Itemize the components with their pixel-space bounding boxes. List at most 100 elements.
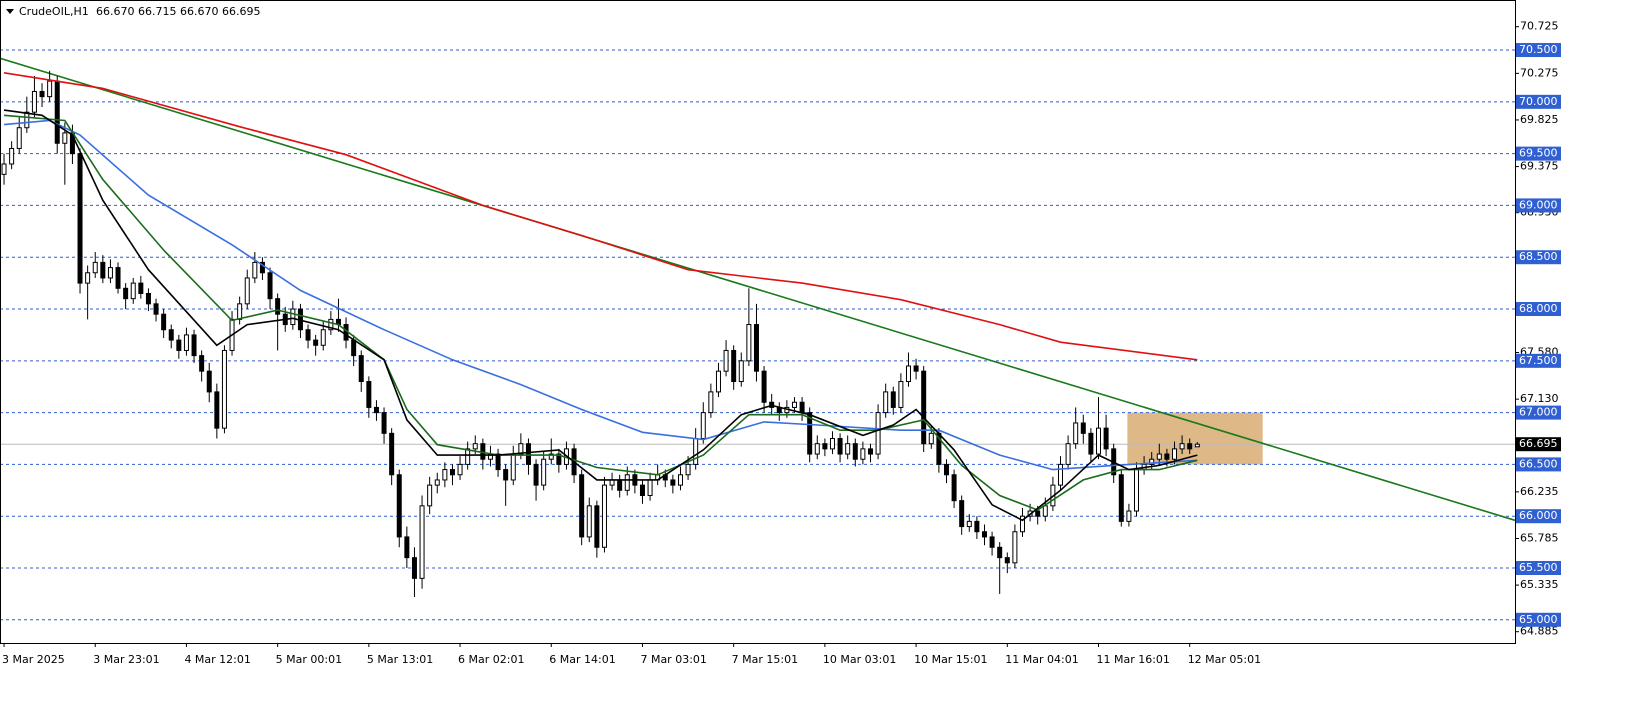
candle-body xyxy=(1012,531,1018,564)
candle-body xyxy=(677,474,683,486)
candle-body xyxy=(852,443,858,460)
candle-body xyxy=(685,463,691,476)
candle-body xyxy=(738,360,744,383)
level-label-box xyxy=(1516,94,1561,109)
candle-body xyxy=(206,370,212,393)
candle-body xyxy=(503,469,509,481)
candle-body xyxy=(814,443,820,455)
candle-body xyxy=(1126,510,1132,522)
candle-body xyxy=(31,90,37,113)
candle-body xyxy=(1187,443,1193,450)
level-label-box xyxy=(1516,302,1561,317)
level-label-box xyxy=(1516,250,1561,265)
candle-body xyxy=(921,370,927,445)
candle-body xyxy=(883,391,889,414)
candle-body xyxy=(1042,505,1048,517)
candle-body xyxy=(389,432,395,476)
x-tick-label: 5 Mar 13:01 xyxy=(367,653,433,666)
x-tick-label: 4 Mar 12:01 xyxy=(184,653,250,666)
candle-body xyxy=(161,313,167,331)
y-tick-label: 69.825 xyxy=(1520,113,1559,126)
candle-body xyxy=(905,365,911,383)
candle-body xyxy=(1,163,7,175)
candle-body xyxy=(579,474,585,538)
candle-body xyxy=(259,261,265,274)
candle-body xyxy=(396,474,402,538)
x-tick-label: 12 Mar 05:01 xyxy=(1188,653,1261,666)
candle-body xyxy=(130,282,136,300)
candle-body xyxy=(138,282,144,294)
x-tick-label: 7 Mar 15:01 xyxy=(732,653,798,666)
candle-body xyxy=(799,401,805,414)
x-tick-label: 3 Mar 23:01 xyxy=(93,653,159,666)
last-price-box xyxy=(1516,437,1561,452)
last-price-label: 66.695 xyxy=(1519,437,1558,450)
x-tick-label: 6 Mar 14:01 xyxy=(549,653,615,666)
level-label: 68.500 xyxy=(1519,250,1558,263)
candle-body xyxy=(867,448,873,455)
candle-body xyxy=(723,349,729,372)
y-tick-label: 70.275 xyxy=(1520,66,1559,79)
candle-body xyxy=(24,111,30,129)
candle-body xyxy=(275,298,281,315)
candle-body xyxy=(890,391,896,408)
symbol-title: CrudeOIL,H1 xyxy=(19,5,89,18)
candle-body xyxy=(548,453,554,460)
x-tick-label: 5 Mar 00:01 xyxy=(276,653,342,666)
candle-body xyxy=(373,406,379,414)
candle-body xyxy=(898,381,904,408)
candle-body xyxy=(39,90,45,98)
candle-body xyxy=(1103,427,1109,450)
candle-body xyxy=(708,391,714,414)
candle-body xyxy=(997,546,1003,559)
candle-body xyxy=(1065,443,1071,465)
candle-body xyxy=(928,432,934,445)
menu-triangle xyxy=(6,9,14,14)
candle-body xyxy=(381,412,387,434)
candle-body xyxy=(837,438,843,455)
candle-body xyxy=(753,324,759,372)
candle-body xyxy=(77,153,83,284)
candle-body xyxy=(221,349,227,429)
candle-body xyxy=(320,329,326,346)
candle-body xyxy=(845,443,851,455)
level-label: 65.000 xyxy=(1519,613,1558,626)
candle-body xyxy=(1035,510,1041,517)
x-tick-label: 7 Mar 03:01 xyxy=(640,653,706,666)
candle-body xyxy=(1095,427,1101,455)
trendline xyxy=(0,57,1516,522)
candle-body xyxy=(351,339,357,357)
candle-body xyxy=(533,463,539,486)
candle-body xyxy=(875,412,881,455)
candle-body xyxy=(404,536,410,559)
candle-body xyxy=(624,474,630,491)
candle-body xyxy=(1149,458,1155,465)
level-label-box xyxy=(1516,457,1561,472)
candle-body xyxy=(92,261,98,274)
level-label: 66.500 xyxy=(1519,457,1558,470)
level-label-box xyxy=(1516,560,1561,575)
level-label-box xyxy=(1516,146,1561,161)
candle-body xyxy=(617,479,623,491)
x-tick-label: 3 Mar 2025 xyxy=(2,653,65,666)
y-tick-label: 65.335 xyxy=(1520,578,1559,591)
candle-body xyxy=(434,479,440,486)
candle-body xyxy=(85,272,91,284)
candle-body xyxy=(943,463,949,476)
candle-body xyxy=(1164,453,1170,460)
y-tick-label: 67.130 xyxy=(1520,392,1559,405)
quote: 66.670 66.715 66.670 66.695 xyxy=(96,5,260,18)
y-tick-label: 64.885 xyxy=(1520,625,1559,638)
candle-body xyxy=(358,355,364,383)
candle-body xyxy=(647,479,653,496)
candle-body xyxy=(791,401,797,408)
candle-body xyxy=(594,505,600,548)
candle-body xyxy=(495,453,501,471)
candle-body xyxy=(981,531,987,538)
moving-average xyxy=(3,72,1198,361)
y-tick-label: 69.375 xyxy=(1520,160,1559,173)
x-tick-label: 10 Mar 03:01 xyxy=(823,653,896,666)
plot-frame xyxy=(0,0,1516,644)
candle-body xyxy=(1057,463,1063,486)
